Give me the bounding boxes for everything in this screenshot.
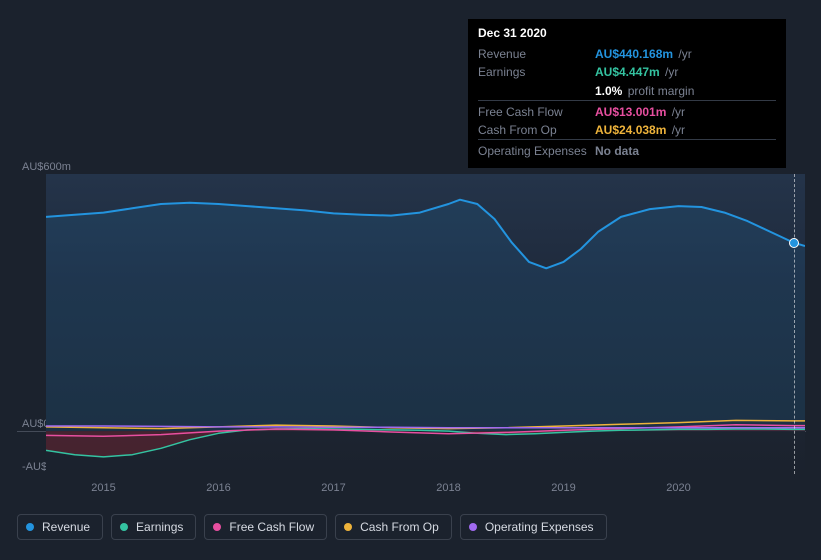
legend-item-revenue[interactable]: Revenue (17, 514, 103, 540)
legend-dot-icon (344, 523, 352, 531)
x-axis-label: 2015 (91, 482, 115, 494)
legend-dot-icon (120, 523, 128, 531)
legend-item-label: Free Cash Flow (229, 520, 314, 534)
tooltip-date: Dec 31 2020 (478, 25, 776, 41)
tooltip-row-label: Operating Expenses (478, 140, 595, 161)
tooltip-row-value: AU$4.447m /yr (595, 63, 776, 81)
plot-canvas[interactable] (46, 174, 805, 474)
x-axis-label: 2017 (321, 482, 345, 494)
tooltip-row-label: Revenue (478, 45, 595, 63)
tooltip-row-earnings: EarningsAU$4.447m /yr (478, 63, 776, 81)
tooltip-row-opex: Operating ExpensesNo data (478, 140, 776, 161)
tooltip-row-label: Free Cash Flow (478, 100, 595, 121)
x-axis-labels: 2015 2016 2017 2018 2019 2020 (46, 482, 805, 500)
tooltip-row-label: Earnings (478, 63, 595, 81)
tooltip-row-value: AU$13.001m /yr (595, 100, 776, 121)
legend: Revenue Earnings Free Cash Flow Cash From O… (17, 514, 607, 540)
legend-dot-icon (469, 523, 477, 531)
tooltip-row-value: 1.0% profit margin (595, 82, 776, 101)
tooltip-row-revenue: RevenueAU$440.168m /yr (478, 45, 776, 63)
x-axis-label: 2020 (666, 482, 690, 494)
hover-marker-line (794, 174, 795, 474)
legend-item-label: Cash From Op (360, 520, 439, 534)
legend-dot-icon (213, 523, 221, 531)
x-axis-label: 2019 (551, 482, 575, 494)
hover-tooltip: Dec 31 2020 RevenueAU$440.168m /yrEarnin… (468, 19, 786, 168)
legend-item-earnings[interactable]: Earnings (111, 514, 196, 540)
tooltip-row-fcf: Free Cash FlowAU$13.001m /yr (478, 100, 776, 121)
legend-dot-icon (26, 523, 34, 531)
legend-item-label: Revenue (42, 520, 90, 534)
tooltip-row-value: AU$24.038m /yr (595, 121, 776, 140)
legend-item-opex[interactable]: Operating Expenses (460, 514, 607, 540)
tooltip-row-label (478, 82, 595, 101)
tooltip-row-value: No data (595, 140, 776, 161)
tooltip-table: RevenueAU$440.168m /yrEarningsAU$4.447m … (478, 45, 776, 160)
tooltip-row-cfo: Cash From OpAU$24.038m /yr (478, 121, 776, 140)
y-axis-label: AU$600m (22, 161, 71, 173)
x-axis-label: 2016 (206, 482, 230, 494)
legend-item-fcf[interactable]: Free Cash Flow (204, 514, 327, 540)
series-fill-revenue (46, 200, 805, 431)
tooltip-row-margin: 1.0% profit margin (478, 82, 776, 101)
legend-item-cfo[interactable]: Cash From Op (335, 514, 452, 540)
legend-item-label: Earnings (136, 520, 183, 534)
hover-marker-point (789, 238, 799, 248)
tooltip-row-label: Cash From Op (478, 121, 595, 140)
legend-item-label: Operating Expenses (485, 520, 594, 534)
x-axis-label: 2018 (436, 482, 460, 494)
tooltip-row-value: AU$440.168m /yr (595, 45, 776, 63)
